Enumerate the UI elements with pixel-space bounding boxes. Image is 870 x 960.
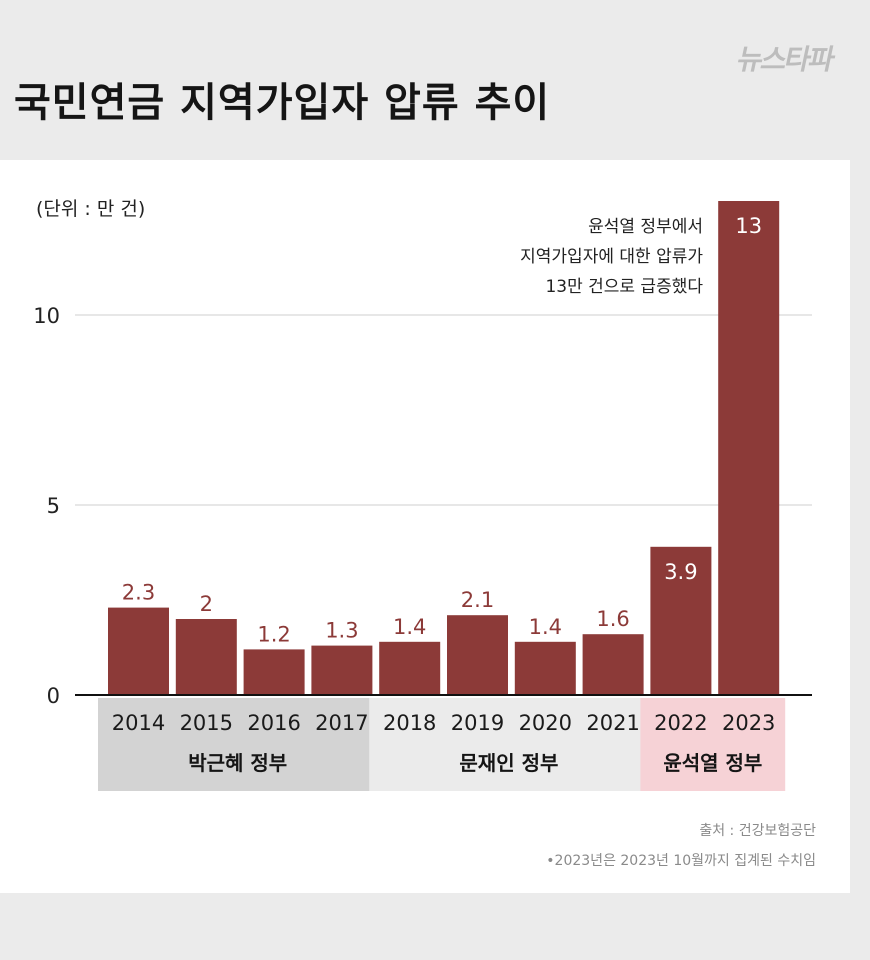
bar <box>718 201 780 695</box>
group-label: 문재인 정부 <box>459 751 558 775</box>
x-tick-label: 2022 <box>654 711 707 735</box>
bar <box>650 546 712 695</box>
bar-value-label: 2 <box>200 592 213 616</box>
brand-logo: 뉴스타파 <box>734 43 837 76</box>
group-background <box>640 698 786 791</box>
unit-label: (단위 : 만 건) <box>36 198 145 220</box>
bar-value-label: 13 <box>735 214 762 238</box>
bar <box>379 641 441 695</box>
x-tick-label: 2023 <box>722 711 775 735</box>
grid-lines <box>75 314 812 506</box>
footnote-text: •2023년은 2023년 10월까지 집계된 수치임 <box>546 853 816 869</box>
government-groups: 박근혜 정부 문재인 정부 윤석열 정부 <box>98 698 786 791</box>
bar <box>175 619 237 695</box>
y-tick-label: 5 <box>47 494 60 518</box>
bar-value-label: 1.6 <box>596 607 629 631</box>
y-axis-ticks: 0 5 10 <box>33 304 60 708</box>
chart-title: 국민연금 지역가입자 압류 추이 <box>14 80 551 126</box>
bar <box>582 634 644 695</box>
group-label: 박근혜 정부 <box>188 751 287 775</box>
group-background <box>369 698 649 791</box>
x-tick-label: 2020 <box>519 711 572 735</box>
bars <box>108 201 780 695</box>
y-tick-label: 0 <box>47 684 60 708</box>
x-tick-label: 2016 <box>247 711 300 735</box>
x-tick-label: 2015 <box>180 711 233 735</box>
bar-value-label: 1.2 <box>257 622 290 646</box>
x-tick-label: 2021 <box>586 711 639 735</box>
annotation-line: 지역가입자에 대한 압류가 <box>520 247 703 267</box>
group-label: 윤석열 정부 <box>663 751 762 775</box>
bar-value-label: 1.4 <box>529 615 562 639</box>
y-tick-label: 10 <box>33 304 60 328</box>
bar-value-label: 1.4 <box>393 615 426 639</box>
bar-value-label: 2.3 <box>122 581 155 605</box>
bar-value-label: 3.9 <box>664 560 697 584</box>
bar <box>311 645 373 695</box>
source-text: 출처 : 건강보험공단 <box>699 823 816 839</box>
bar <box>243 649 305 695</box>
bar <box>108 607 169 695</box>
bar-value-label: 2.1 <box>461 588 494 612</box>
chart-card: (단위 : 만 건) 0 5 10 박근혜 정부 문재인 정부 윤석열 정부 2.3 2 1… <box>0 160 850 893</box>
bar <box>514 641 576 695</box>
annotation-line: 13만 건으로 급증했다 <box>545 277 703 297</box>
bar-chart: (단위 : 만 건) 0 5 10 박근혜 정부 문재인 정부 윤석열 정부 2.3 2 1… <box>33 198 812 791</box>
bar-value-label: 1.3 <box>325 619 358 643</box>
annotation-line: 윤석열 정부에서 <box>588 217 703 237</box>
x-tick-label: 2019 <box>451 711 504 735</box>
x-axis-ticks: 2014 2015 2016 2017 2018 2019 2020 2021 2022 2023 <box>75 694 812 735</box>
group-background <box>98 698 378 791</box>
x-tick-label: 2017 <box>315 711 368 735</box>
bar <box>447 615 508 695</box>
x-tick-label: 2018 <box>383 711 436 735</box>
x-tick-label: 2014 <box>112 711 165 735</box>
value-labels: 2.3 2 1.2 1.3 1.4 2.1 1.4 1.6 3.9 13 <box>122 214 762 646</box>
